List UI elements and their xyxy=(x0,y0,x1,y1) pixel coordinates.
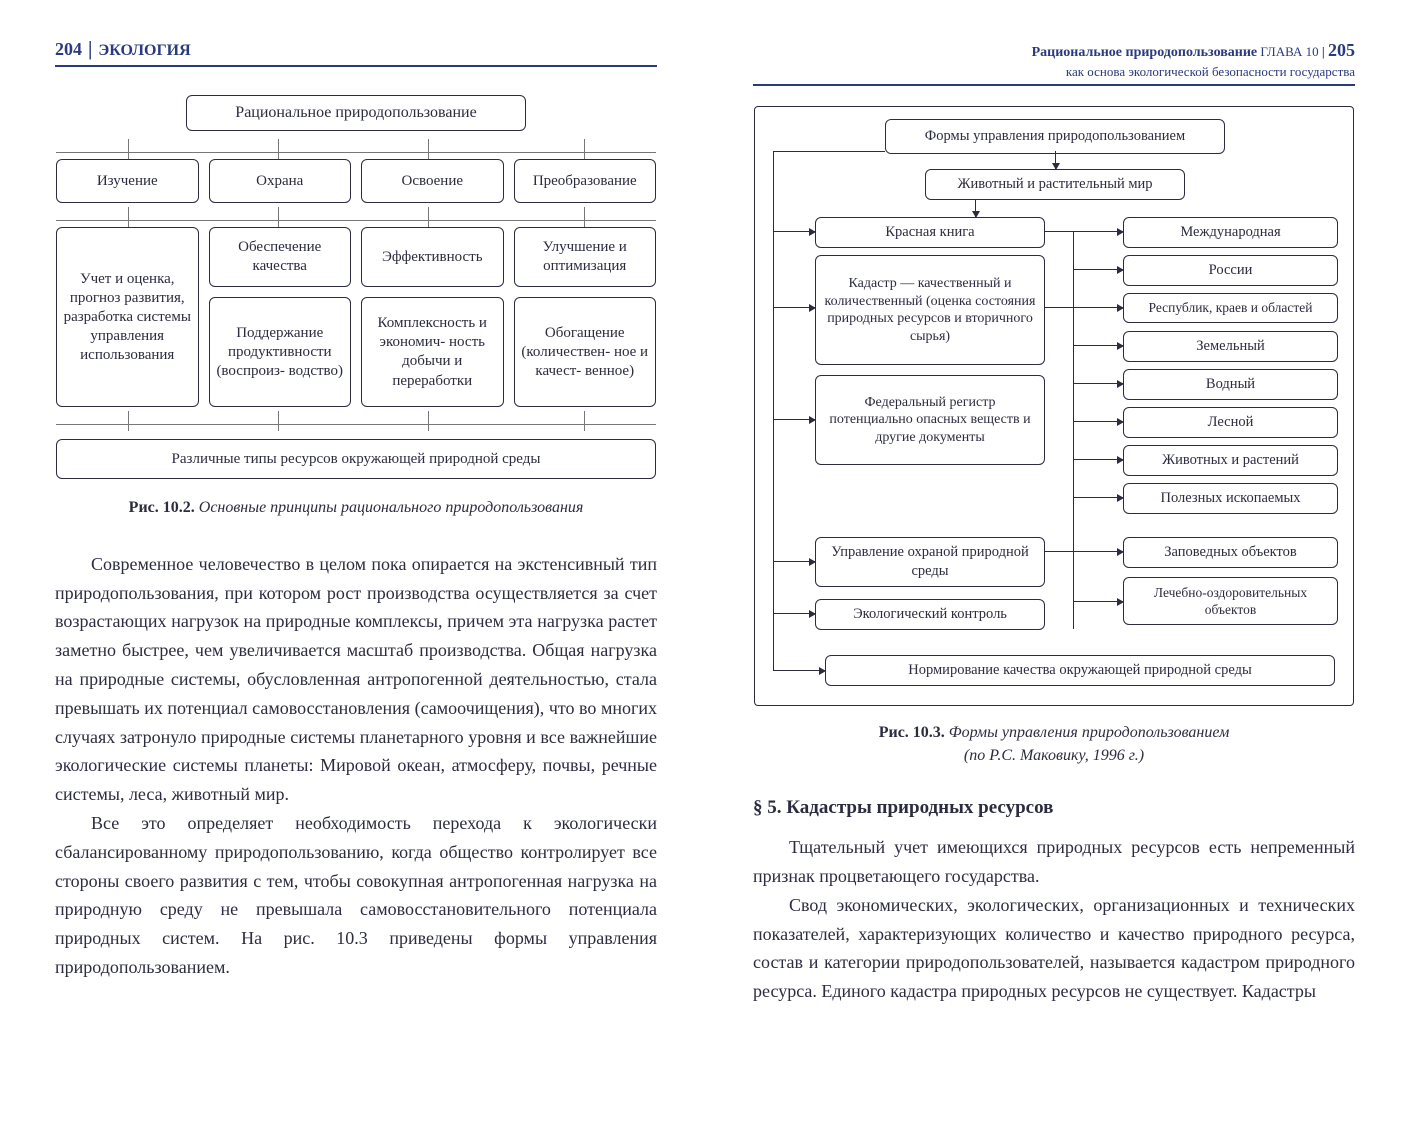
d2-left-1: Кадастр — качественный и количественный … xyxy=(815,255,1045,365)
connector xyxy=(1073,307,1123,308)
connector xyxy=(1055,151,1056,169)
d2-left-0: Красная книга xyxy=(815,217,1045,248)
diagram1-bottom-box: Различные типы ресурсов окружающей приро… xyxy=(56,439,656,479)
left-page: 204 | ЭКОЛОГИЯ Рациональное природопольз… xyxy=(0,0,705,1132)
connector xyxy=(1073,459,1123,460)
connector xyxy=(1073,497,1123,498)
right-header: Рациональное природопользование ГЛАВА 10… xyxy=(753,38,1355,86)
connector xyxy=(1073,383,1123,384)
d1-r2-c4a: Улучшение и оптимизация xyxy=(514,227,657,287)
d2-right-0: Международная xyxy=(1123,217,1338,248)
connector xyxy=(1045,307,1073,308)
connector xyxy=(773,231,815,232)
right-para-2: Свод экономических, экологических, орган… xyxy=(753,891,1355,1006)
connector xyxy=(773,419,815,420)
diagram1-row2: Учет и оценка, прогноз развития, разрабо… xyxy=(56,227,656,407)
d2-right-6: Животных и растений xyxy=(1123,445,1338,476)
connector xyxy=(56,417,656,431)
left-header: 204 | ЭКОЛОГИЯ xyxy=(55,38,657,67)
left-page-number: 204 xyxy=(55,39,82,60)
d2-right-7: Полезных ископаемых xyxy=(1123,483,1338,514)
caption-10-3: Рис. 10.3. Формы управления природопольз… xyxy=(753,722,1355,767)
right-page: Рациональное природопользование ГЛАВА 10… xyxy=(705,0,1410,1132)
connector xyxy=(1073,345,1123,346)
connector xyxy=(975,199,976,217)
left-para-2: Все это определяет необходимость переход… xyxy=(55,809,657,982)
right-page-number: 205 xyxy=(1328,40,1355,60)
d2-right-5: Лесной xyxy=(1123,407,1338,438)
header-divider: | xyxy=(88,38,92,61)
diagram1-row1: Изучение Охрана Освоение Преобразование xyxy=(56,159,656,203)
connector xyxy=(773,670,825,671)
caption-text: Основные принципы рационального природоп… xyxy=(199,499,584,516)
connector xyxy=(56,213,656,227)
d2-sub: Животный и растительный мир xyxy=(925,169,1185,200)
connector xyxy=(773,561,815,562)
connector xyxy=(1073,269,1123,270)
connector xyxy=(773,151,885,152)
d1-r2-c4b: Обогащение (количествен- ное и качест- в… xyxy=(514,297,657,407)
d2-bottom: Нормирование качества окружающей природн… xyxy=(825,655,1335,686)
section-heading: § 5. Кадастры природных ресурсов xyxy=(753,797,1355,819)
connector xyxy=(1073,231,1074,629)
left-body-text: Современное человечество в целом пока оп… xyxy=(55,550,657,982)
caption-label: Рис. 10.2. xyxy=(129,499,195,516)
d2-right-2: Республик, краев и областей xyxy=(1123,293,1338,322)
hdr-line1: Рациональное природопользование xyxy=(1032,45,1258,60)
connector xyxy=(773,151,774,671)
diagram-10-2: Рациональное природопользование Изучение… xyxy=(56,95,656,479)
d1-r2-c3a: Эффективность xyxy=(361,227,504,287)
d1-r2-c1: Учет и оценка, прогноз развития, разрабо… xyxy=(56,227,199,407)
caption-10-2: Рис. 10.2. Основные принципы рационально… xyxy=(55,497,657,519)
d1-r2-c3b: Комплексность и экономич- ность добычи и… xyxy=(361,297,504,407)
connector xyxy=(1073,421,1123,422)
hdr-chapter: ГЛАВА 10 xyxy=(1260,44,1318,59)
caption-text: Формы управления природопользованием xyxy=(949,724,1229,741)
caption-sub: (по Р.С. Маковику, 1996 г.) xyxy=(964,747,1144,764)
d1-r1-c2: Охрана xyxy=(209,159,352,203)
diagram-10-3: Формы управления природопользованием Жив… xyxy=(754,106,1354,706)
connector xyxy=(1045,551,1123,552)
left-para-1: Современное человечество в целом пока оп… xyxy=(55,550,657,809)
d1-r1-c3: Освоение xyxy=(361,159,504,203)
caption-label: Рис. 10.3. xyxy=(879,724,945,741)
connector xyxy=(1073,601,1123,602)
d1-r2-c2b: Поддержание продуктивности (воспроиз- во… xyxy=(209,297,352,407)
d2-left-4: Экологический контроль xyxy=(815,599,1045,630)
right-para-1: Тщательный учет имеющихся природных ресу… xyxy=(753,833,1355,891)
d2-left-2: Федеральный регистр потенциально опасных… xyxy=(815,375,1045,465)
d2-right-9: Лечебно-оздоровительных объектов xyxy=(1123,577,1338,625)
d2-right-1: России xyxy=(1123,255,1338,286)
d2-right-3: Земельный xyxy=(1123,331,1338,362)
d2-left-3: Управление охраной природной среды xyxy=(815,537,1045,586)
d1-r1-c1: Изучение xyxy=(56,159,199,203)
connector xyxy=(773,613,815,614)
connector xyxy=(1045,231,1073,232)
diagram1-title-box: Рациональное природопользование xyxy=(186,95,526,131)
d1-r2-c2a: Обеспечение качества xyxy=(209,227,352,287)
d2-right-4: Водный xyxy=(1123,369,1338,400)
d2-right-8: Заповедных объектов xyxy=(1123,537,1338,568)
d2-title: Формы управления природопользованием xyxy=(885,119,1225,154)
d1-r1-c4: Преобразование xyxy=(514,159,657,203)
right-body-text: Тщательный учет имеющихся природных ресу… xyxy=(753,833,1355,1006)
left-section-title: ЭКОЛОГИЯ xyxy=(98,42,190,60)
connector xyxy=(56,145,656,159)
connector xyxy=(773,307,815,308)
hdr-line2: как основа экологической безопасности го… xyxy=(753,63,1355,81)
